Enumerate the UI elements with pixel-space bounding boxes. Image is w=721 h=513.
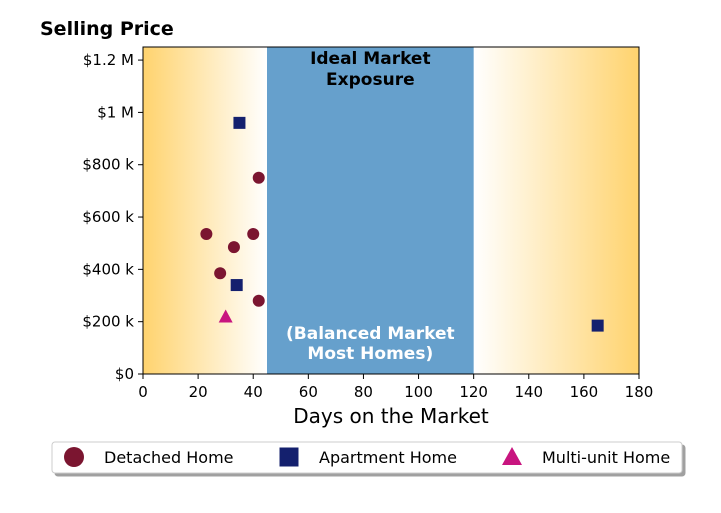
legend: Detached Home Apartment Home Multi-unit Ho… xyxy=(51,441,683,474)
legend-item-detached-home: Detached Home xyxy=(64,447,234,467)
plot-frame xyxy=(142,46,640,375)
y-tick-label: $1 M xyxy=(97,103,134,121)
band-label-top-line-1: Ideal Market xyxy=(310,49,431,69)
y-tick-label: $200 k xyxy=(82,313,134,331)
detached-home-point xyxy=(200,228,213,241)
x-axis-label: Days on the Market xyxy=(293,404,489,428)
legend-items: Detached Home Apartment Home Multi-unit Ho… xyxy=(64,447,670,467)
legend-marker-multi-unit-home xyxy=(502,447,522,465)
legend-item-apartment-home: Apartment Home xyxy=(279,447,457,467)
x-tick-label: 0 xyxy=(138,383,148,401)
x-tick-label: 60 xyxy=(299,383,318,401)
x-tick-label: 80 xyxy=(354,383,373,401)
legend-label-multi-unit-home: Multi-unit Home xyxy=(542,448,670,467)
legend-item-multi-unit-home: Multi-unit Home xyxy=(502,447,670,467)
x-tick-label: 20 xyxy=(189,383,208,401)
y-tick-label: $600 k xyxy=(82,208,134,226)
y-tick-label: $400 k xyxy=(82,260,134,278)
x-tick-label: 160 xyxy=(570,383,599,401)
y-tick-label: $1.2 M xyxy=(83,51,134,69)
apartment-home-point xyxy=(591,319,604,332)
plot-area: Ideal Market Exposure (Balanced Market M… xyxy=(142,46,640,375)
detached-home-point xyxy=(252,294,265,307)
band-label-top-line-2: Exposure xyxy=(326,70,415,90)
legend-marker-apartment-home xyxy=(279,447,299,467)
ideal-market-band xyxy=(267,47,474,374)
x-tick-label: 120 xyxy=(459,383,488,401)
detached-home-point xyxy=(227,241,240,254)
detached-home-point xyxy=(252,171,265,184)
multi-unit-home-point xyxy=(218,309,233,323)
band-label-bottom-line-2: Most Homes) xyxy=(307,344,433,364)
y-tick-label: $0 xyxy=(115,365,134,383)
x-tick-label: 100 xyxy=(404,383,433,401)
y-axis: $0 $200 k $400 k $600 k $800 k $1 M $1.2 M xyxy=(82,51,143,383)
legend-box xyxy=(51,441,683,474)
x-tick-label: 140 xyxy=(514,383,543,401)
legend-label-detached-home: Detached Home xyxy=(104,448,234,467)
y-tick-label: $800 k xyxy=(82,156,134,174)
band-label-bottom-line-1: (Balanced Market xyxy=(286,324,455,344)
x-tick-label: 40 xyxy=(244,383,263,401)
x-axis: 0 20 40 60 80 100 120 140 160 180 xyxy=(138,374,653,401)
legend-label-apartment-home: Apartment Home xyxy=(319,448,457,467)
detached-home-point xyxy=(214,267,227,280)
background-gradient-right xyxy=(473,47,639,374)
x-tick-label: 180 xyxy=(625,383,654,401)
apartment-home-point xyxy=(230,279,243,292)
detached-home-point xyxy=(247,228,260,241)
data-points xyxy=(200,116,604,332)
apartment-home-point xyxy=(233,116,246,129)
chart-title: Selling Price xyxy=(40,18,174,40)
background-gradient-left xyxy=(143,47,267,374)
legend-marker-detached-home xyxy=(64,447,84,467)
